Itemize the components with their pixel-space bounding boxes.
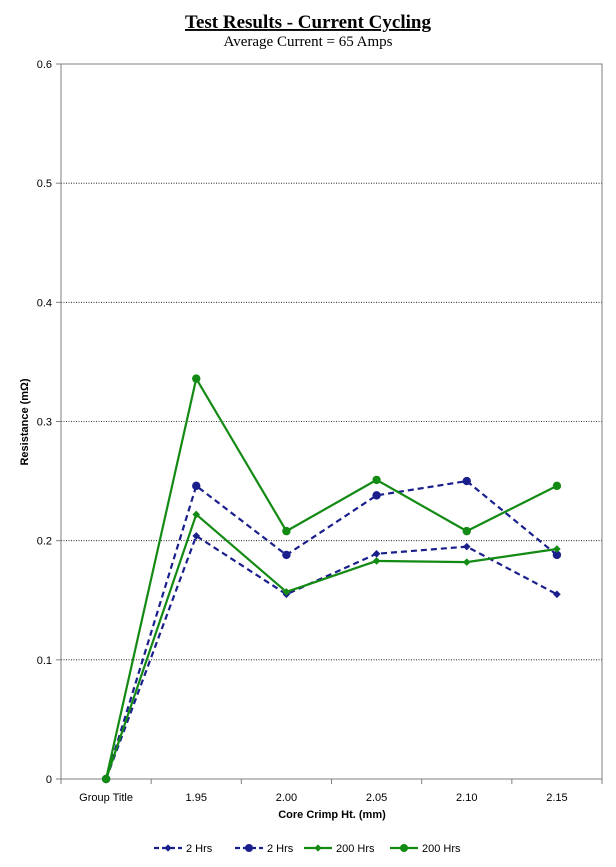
x-tick-label: 2.00 (276, 792, 297, 804)
data-point (552, 481, 562, 491)
data-point (282, 588, 291, 596)
series-3 (102, 510, 561, 783)
data-point (462, 476, 471, 486)
data-point (314, 844, 322, 852)
legend-label: 2 Hrs (267, 843, 294, 855)
x-tick-label: 1.95 (186, 792, 207, 804)
y-axis-ticks: 0 0.1 0.2 0.3 0.4 0.5 0.6 (37, 59, 61, 786)
y-tick-label: 0.2 (37, 536, 52, 548)
x-axis-ticks: Group Title 1.95 2.00 2.05 2.10 2.15 (60, 779, 603, 804)
legend: 2 Hrs 2 Hrs 200 Hrs 200 Hrs (154, 843, 461, 855)
legend-label: 200 Hrs (336, 843, 375, 855)
legend-item: 200 Hrs (390, 843, 461, 855)
data-point (462, 542, 471, 551)
chart-subtitle: Average Current = 65 Amps (224, 34, 393, 50)
gridlines (61, 63, 602, 661)
legend-label: 2 Hrs (186, 843, 213, 855)
legend-label: 200 Hrs (422, 843, 461, 855)
data-point (192, 510, 201, 519)
data-point (192, 374, 201, 383)
series-line (105, 534, 558, 780)
legend-item: 200 Hrs (304, 843, 375, 855)
data-point (192, 532, 201, 540)
legend-item: 2 Hrs (235, 843, 294, 855)
series-line (105, 377, 558, 780)
y-tick-label: 0.4 (37, 297, 52, 309)
series-line (105, 513, 558, 780)
data-point (372, 491, 381, 500)
series-1 (102, 532, 561, 783)
data-point (164, 844, 172, 852)
series-4 (101, 374, 562, 784)
y-tick-label: 0.3 (37, 417, 52, 429)
data-point (192, 481, 201, 491)
data-point (282, 550, 291, 560)
data-point (400, 844, 408, 852)
y-tick-label: 0.1 (37, 655, 52, 667)
x-tick-label: Group Title (79, 792, 133, 804)
data-point (372, 557, 381, 565)
data-point (462, 526, 471, 536)
y-tick-label: 0.5 (37, 178, 52, 190)
data-point (245, 844, 253, 852)
y-tick-label: 0 (46, 774, 52, 786)
data-point (553, 545, 561, 553)
x-tick-label: 2.10 (456, 792, 477, 804)
y-axis-title: Resistance (mΩ) (19, 378, 31, 465)
data-point (372, 475, 381, 485)
series-line (105, 479, 558, 780)
data-point (101, 774, 111, 784)
y-tick-label: 0.6 (37, 59, 52, 71)
legend-item: 2 Hrs (154, 843, 213, 855)
series-layer (101, 374, 562, 784)
series-2 (101, 476, 562, 784)
data-point (553, 590, 561, 599)
data-point (552, 550, 562, 560)
x-axis-title: Core Crimp Ht. (mm) (278, 809, 386, 821)
chart-title: Test Results - Current Cycling (185, 12, 431, 33)
x-tick-label: 2.15 (546, 792, 567, 804)
data-point (462, 558, 471, 566)
data-point (282, 526, 291, 536)
x-tick-label: 2.05 (366, 792, 387, 804)
data-point (372, 549, 381, 558)
